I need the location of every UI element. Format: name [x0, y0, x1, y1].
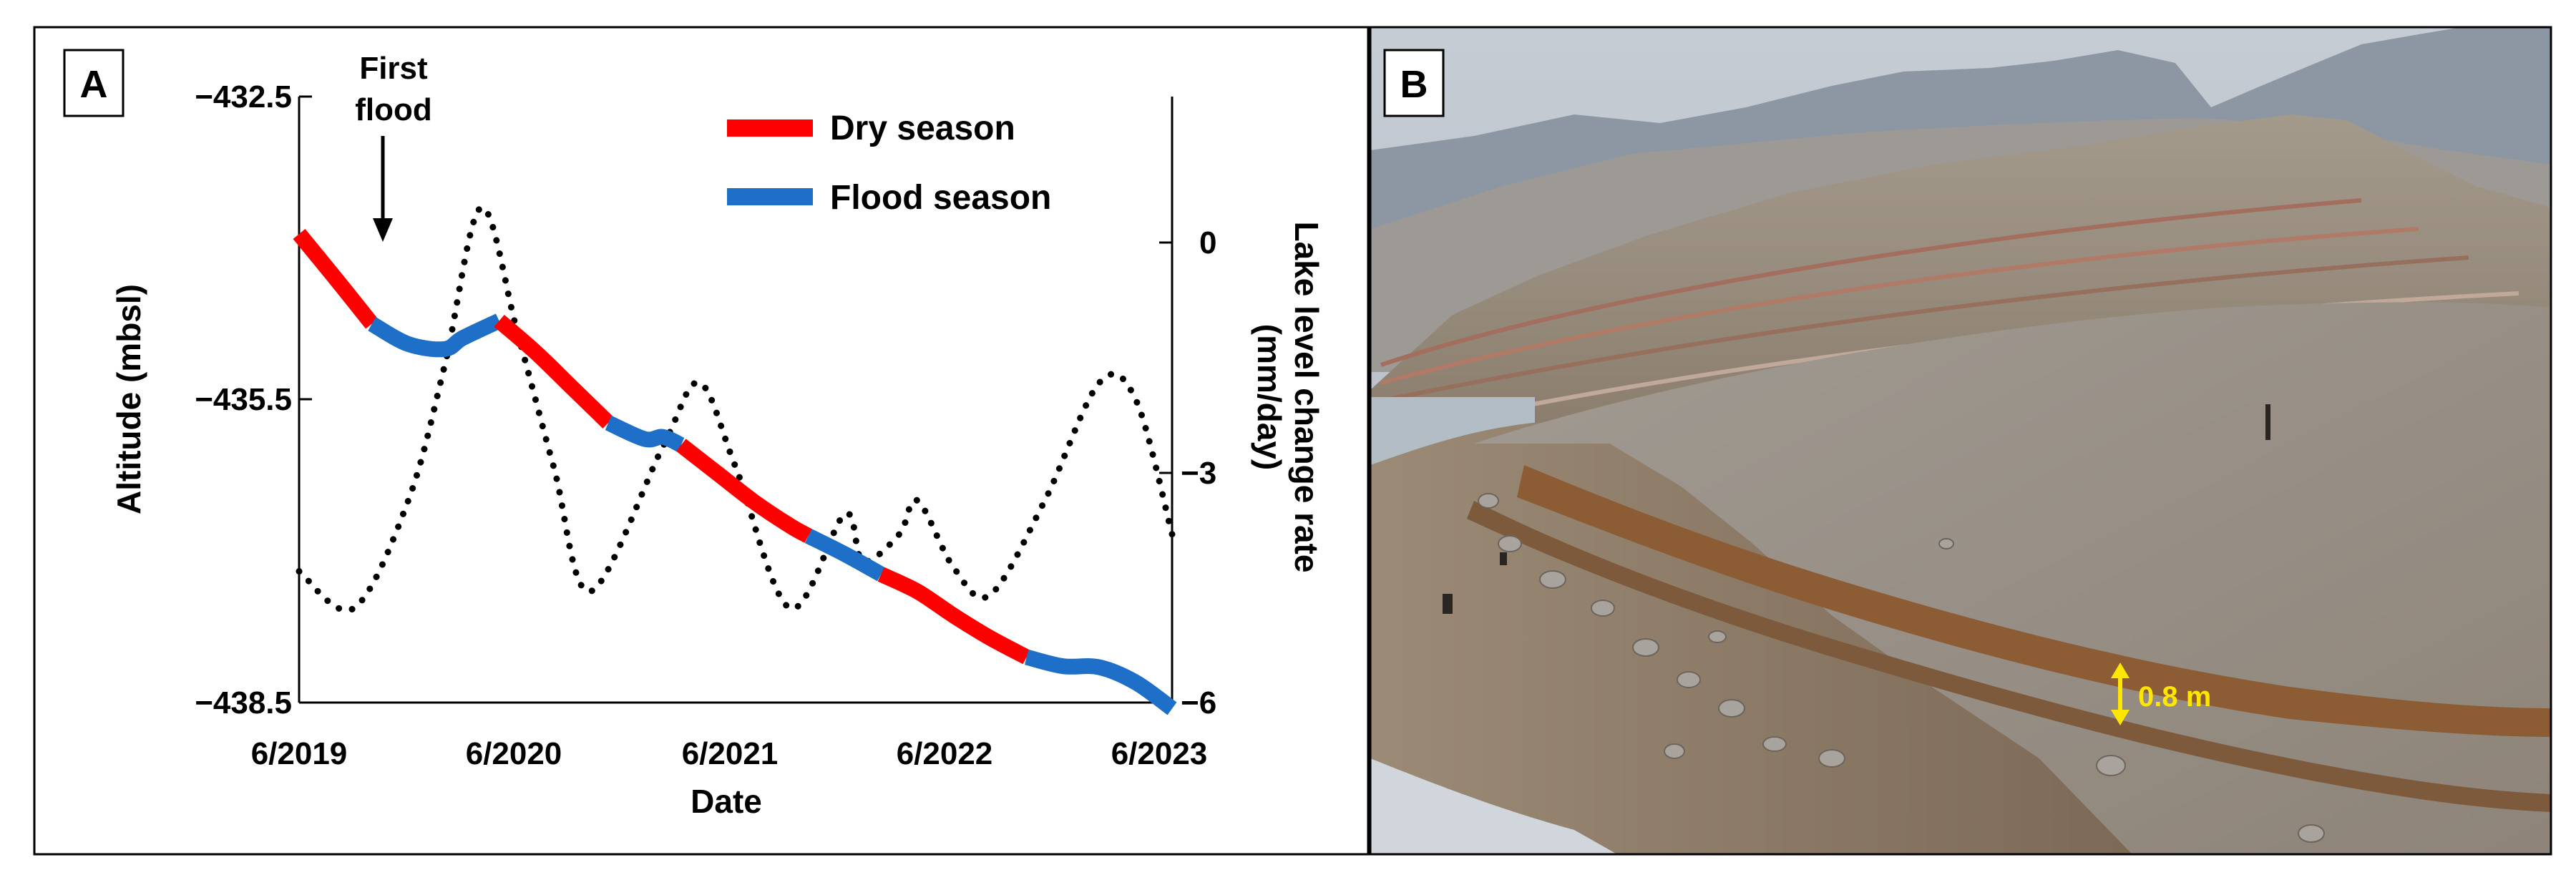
rate-line [296, 204, 1176, 614]
legend: Dry season Flood season [727, 109, 1051, 217]
altitude-flood-segment [1024, 649, 1177, 715]
panel-b-label: B [1400, 63, 1428, 106]
left-y-tick-label: −435.5 [195, 382, 292, 417]
right-y-tick-label: −3 [1181, 456, 1216, 491]
lake-bottom-left [1370, 758, 1617, 854]
altitude-series [293, 228, 1177, 715]
left-axis-title: Altitude (mbsl) [110, 284, 147, 514]
panel-b-photo: 0.8 m [1370, 27, 2551, 854]
right-axis-title-line1: Lake level change rate [1288, 222, 1325, 573]
legend-label-dry: Dry season [830, 109, 1015, 147]
left-y-ticks [299, 95, 312, 704]
legend-swatch-flood [727, 188, 813, 205]
legend-swatch-dry [727, 119, 813, 137]
people [1443, 404, 2270, 614]
panel-a-label: A [80, 63, 108, 106]
panel-b-frame [1369, 26, 2552, 856]
x-tick-label: 6/2022 [897, 736, 993, 771]
altitude-flood-segment [804, 529, 885, 582]
panel-a-label-box [63, 49, 125, 117]
first-flood-label-line1: First [359, 51, 428, 86]
right-y-tick-label: −6 [1181, 685, 1216, 720]
altitude-dry-segment [494, 315, 614, 429]
flood-deposit-layer [1517, 465, 2551, 737]
right-y-tick-label: 0 [1199, 225, 1216, 260]
altitude-flood-segment [368, 313, 503, 358]
shore-sand [1370, 422, 2132, 854]
x-axis-title: Date [691, 783, 762, 820]
altitude-flood-segment [605, 415, 685, 453]
scale-annotation: 0.8 m [2138, 681, 2211, 713]
first-flood-label-line2: flood [355, 92, 432, 127]
altitude-dry-segment [877, 567, 1030, 665]
left-y-tick-label: −432.5 [195, 79, 292, 114]
x-tick-label: 6/2020 [466, 736, 562, 771]
rate-series [296, 204, 1176, 614]
scale-arrow-top [2111, 663, 2129, 678]
x-tick-label: 6/2019 [251, 736, 348, 771]
panel-a-frame [33, 26, 1370, 856]
boulders [1478, 493, 2325, 843]
first-flood-arrow [373, 136, 393, 242]
panel-b-label-box [1383, 49, 1445, 117]
altitude-dry-segment [293, 228, 379, 329]
x-tick-label: 6/2021 [682, 736, 779, 771]
left-y-tick-label: −438.5 [195, 685, 292, 720]
x-tick-label: 6/2023 [1111, 736, 1208, 771]
legend-label-flood: Flood season [830, 179, 1051, 217]
scale-arrow-bottom [2111, 710, 2129, 725]
altitude-dry-segment [676, 439, 813, 543]
right-axis-title-line2: (mm/day) [1251, 324, 1288, 470]
